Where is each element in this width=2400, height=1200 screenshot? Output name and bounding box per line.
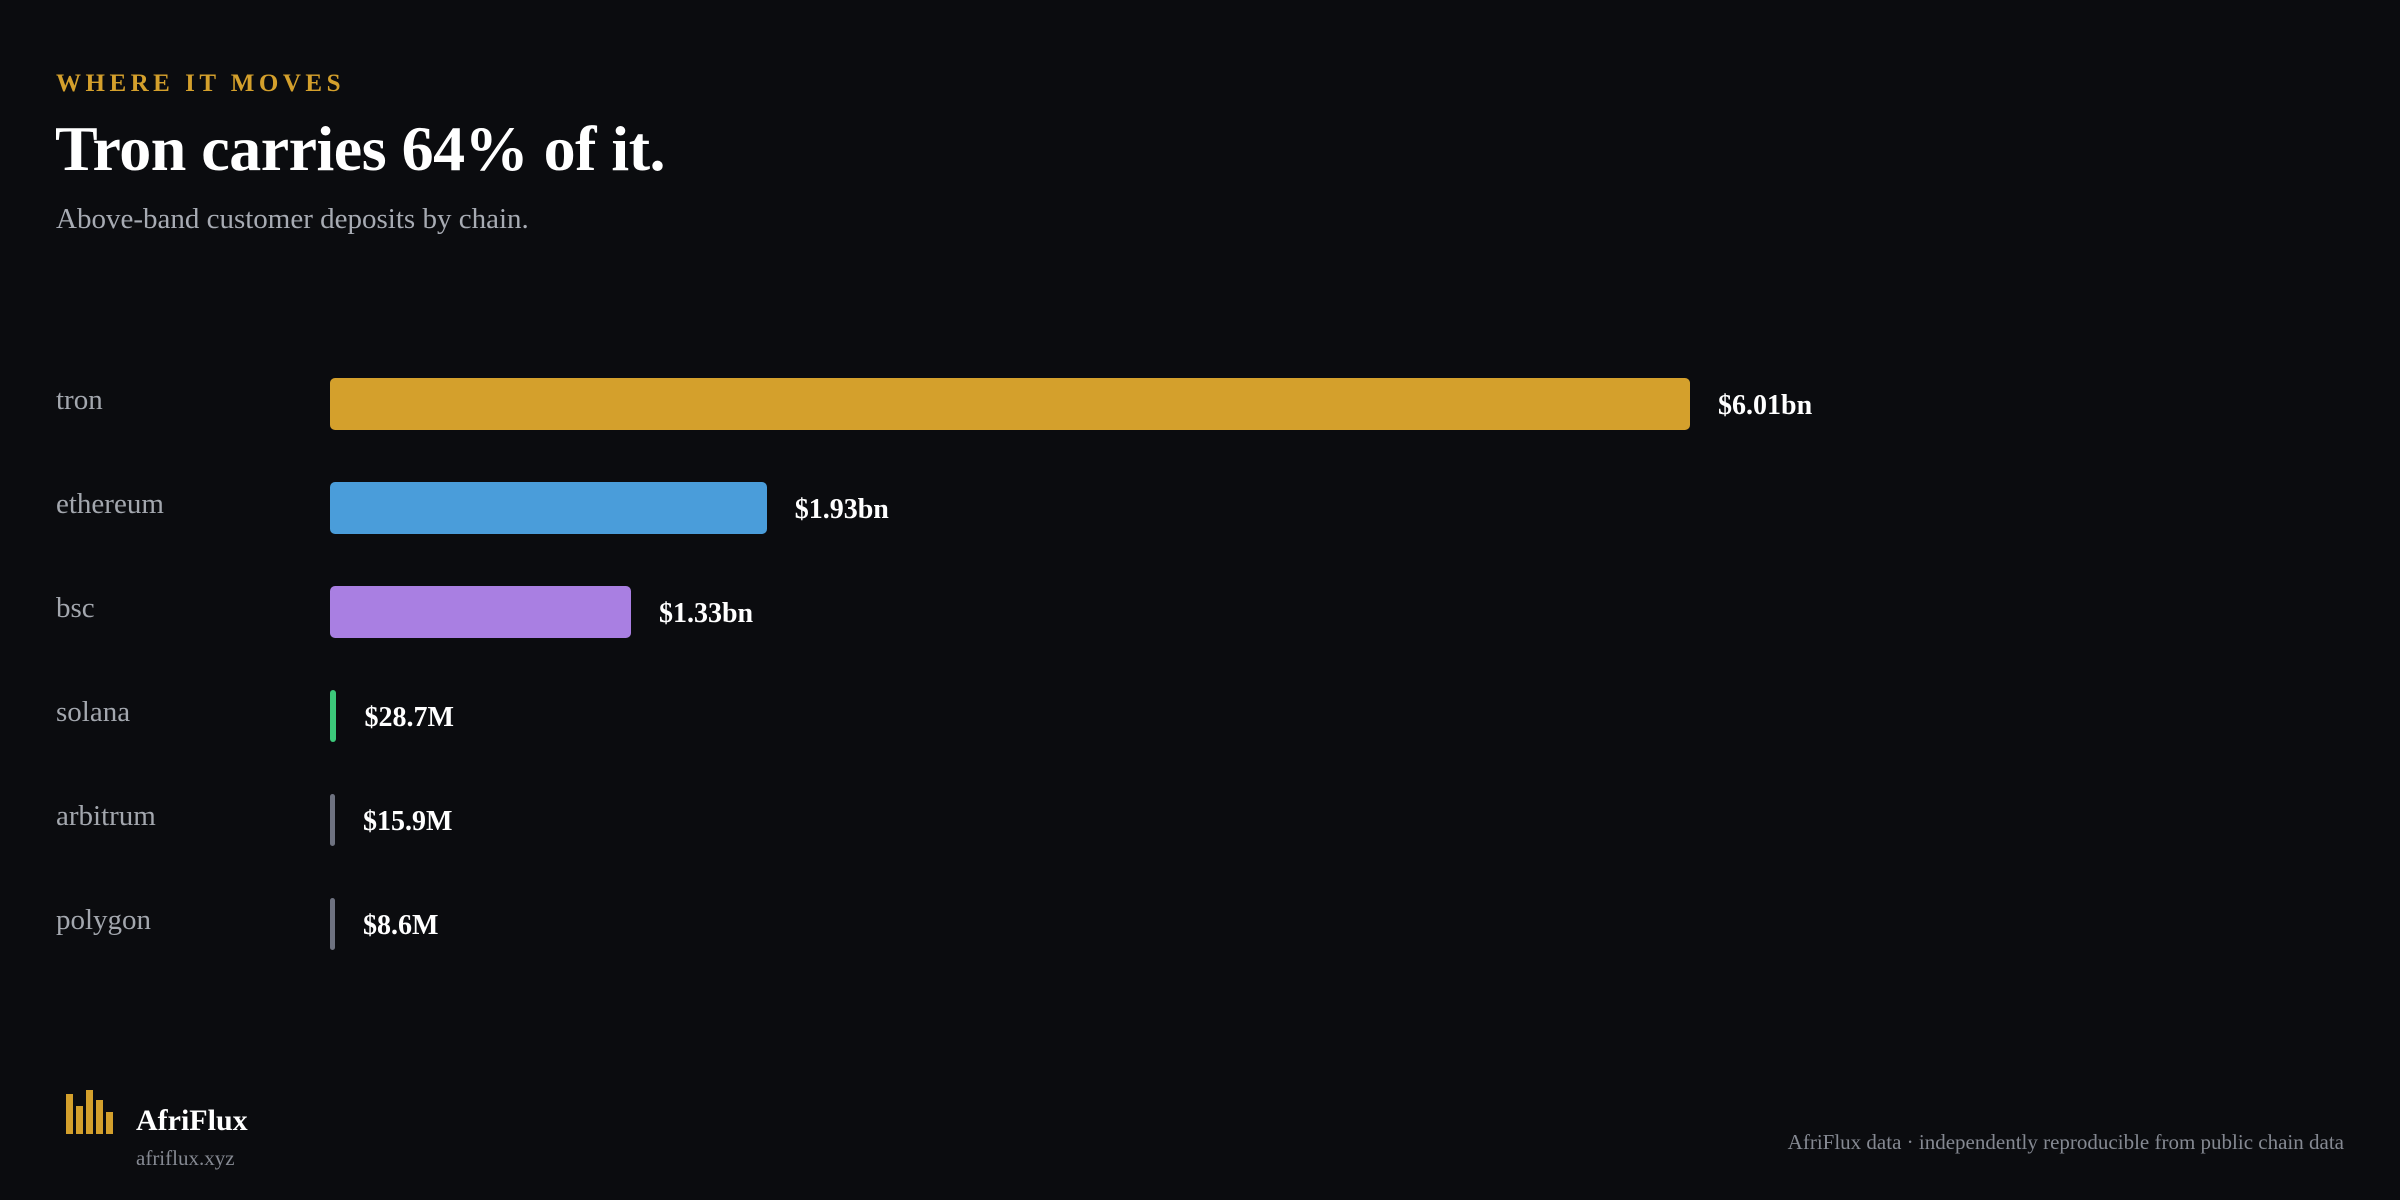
bar-value-polygon: $8.6M — [363, 910, 439, 941]
page-subtitle: Above-band customer deposits by chain. — [56, 203, 529, 235]
bar-tron — [330, 378, 1690, 430]
bar-arbitrum — [330, 794, 335, 846]
chain-label-polygon: polygon — [56, 904, 152, 936]
bar-chart-logo-icon — [66, 1090, 113, 1134]
bar-value-solana: $28.7M — [364, 702, 454, 733]
brand-name: AfriFlux — [136, 1104, 248, 1137]
chain-label-solana: solana — [56, 696, 131, 728]
bar-ethereum — [330, 482, 767, 534]
bar-value-ethereum: $1.93bn — [794, 494, 889, 525]
bar-solana — [330, 690, 337, 742]
chain-label-tron: tron — [56, 384, 103, 416]
bar-value-tron: $6.01bn — [1718, 390, 1813, 421]
chain-label-bsc: bsc — [56, 592, 95, 624]
chain-label-ethereum: ethereum — [56, 488, 164, 520]
bar-polygon — [330, 898, 335, 950]
bar-bsc — [330, 586, 631, 638]
chain-label-arbitrum: arbitrum — [56, 800, 156, 832]
eyebrow: WHERE IT MOVES — [56, 70, 345, 97]
bar-value-arbitrum: $15.9M — [363, 806, 453, 837]
footer-note: AfriFlux data · independently reproducib… — [1787, 1130, 2344, 1154]
page-title: Tron carries 64% of it. — [55, 113, 666, 184]
brand-url[interactable]: afriflux.xyz — [136, 1146, 235, 1170]
bar-value-bsc: $1.33bn — [658, 598, 754, 629]
